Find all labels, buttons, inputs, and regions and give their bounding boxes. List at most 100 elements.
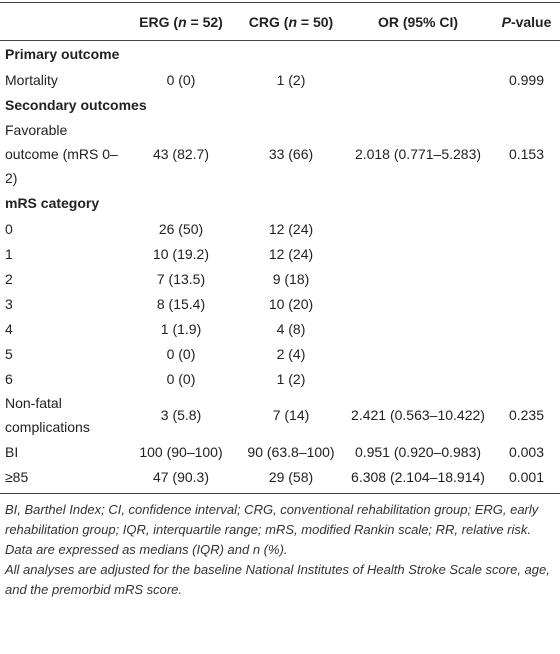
cell: 2.018 (0.771–5.283) bbox=[354, 146, 482, 162]
cell: 12 (24) bbox=[268, 245, 314, 262]
header-text: OR (95% CI) bbox=[377, 13, 459, 30]
table-row: ≥85 47 (90.3) 29 (58) 6.308 (2.104–18.914) 0… bbox=[0, 464, 560, 494]
footnote: BI, Barthel Index; CI, confidence interv… bbox=[5, 502, 539, 537]
row-label: 4 bbox=[5, 320, 13, 337]
header-text: CRG ( bbox=[248, 13, 289, 30]
cell: 3 (5.8) bbox=[160, 407, 202, 423]
row-label: Favorable outcome (mRS 0–2) bbox=[5, 122, 118, 186]
cell: 10 (20) bbox=[268, 295, 314, 312]
cell bbox=[343, 341, 493, 366]
cell: 100 (90–100) bbox=[139, 443, 223, 460]
cell: 0 (0) bbox=[166, 345, 196, 362]
cell bbox=[343, 316, 493, 341]
cell: 90 (63.8–100) bbox=[247, 443, 335, 460]
row-label: ≥85 bbox=[0, 464, 123, 494]
row-label: 3 bbox=[5, 295, 13, 312]
footnote: All analyses are adjusted for the baseli… bbox=[5, 562, 550, 597]
header-text: n bbox=[178, 13, 187, 30]
cell: 10 (19.2) bbox=[152, 245, 210, 262]
cell: 0.153 bbox=[508, 146, 545, 162]
table-row: Secondary outcomes bbox=[0, 92, 560, 118]
table-row: Favorable outcome (mRS 0–2) 43 (82.7) 33 (… bbox=[0, 118, 560, 190]
cell: 0.951 (0.920–0.983) bbox=[354, 443, 482, 460]
table-body: Primary outcome Mortality 0 (0) 1 (2) 0.999 S… bbox=[0, 41, 560, 494]
cell bbox=[343, 67, 493, 92]
header-text: = 52) bbox=[186, 13, 223, 30]
table-row: Non-fatal complications 3 (5.8) 7 (14) 2.42… bbox=[0, 391, 560, 439]
column-header: ERG (n = 52) bbox=[123, 2, 239, 41]
column-header: CRG (n = 50) bbox=[239, 2, 343, 41]
header-text: P bbox=[501, 13, 511, 30]
cell: 26 (50) bbox=[158, 220, 204, 237]
cell: 29 (58) bbox=[239, 464, 343, 494]
row-label: Non-fatal complications bbox=[5, 395, 90, 435]
cell: 43 (82.7) bbox=[152, 146, 210, 162]
row-label: 2 bbox=[5, 270, 13, 287]
table-row: mRS category bbox=[0, 190, 560, 216]
table-row: 0 26 (50) 12 (24) bbox=[0, 216, 560, 241]
cell: 0 (0) bbox=[166, 370, 196, 387]
row-label: BI bbox=[5, 443, 19, 460]
table-row: Primary outcome bbox=[0, 41, 560, 68]
cell bbox=[493, 216, 560, 241]
table-row: 4 1 (1.9) 4 (8) bbox=[0, 316, 560, 341]
cell: 33 (66) bbox=[268, 146, 314, 162]
table-row: Mortality 0 (0) 1 (2) 0.999 bbox=[0, 67, 560, 92]
cell bbox=[493, 266, 560, 291]
table-row: 6 0 (0) 1 (2) bbox=[0, 366, 560, 391]
column-header bbox=[0, 2, 123, 41]
cell bbox=[343, 216, 493, 241]
cell: 7 (13.5) bbox=[156, 270, 206, 287]
cell bbox=[493, 366, 560, 391]
cell: 0.003 bbox=[508, 443, 545, 460]
table-row: 5 0 (0) 2 (4) bbox=[0, 341, 560, 366]
row-label: 5 bbox=[5, 345, 13, 362]
header-text: ERG ( bbox=[139, 13, 179, 30]
cell bbox=[493, 291, 560, 316]
section-heading: Secondary outcomes bbox=[5, 97, 147, 113]
cell: 47 (90.3) bbox=[123, 464, 239, 494]
cell: 0.999 bbox=[508, 71, 545, 88]
table-row: 3 8 (15.4) 10 (20) bbox=[0, 291, 560, 316]
row-label: Mortality bbox=[5, 71, 58, 88]
data-table: ERG (n = 52) CRG (n = 50) OR (95% CI) P-val… bbox=[0, 2, 560, 494]
cell: 1 (2) bbox=[276, 370, 306, 387]
cell: 6.308 (2.104–18.914) bbox=[343, 464, 493, 494]
cell: 4 (8) bbox=[276, 320, 306, 337]
cell: 2.421 (0.563–10.422) bbox=[351, 407, 485, 423]
table-row: 1 10 (19.2) 12 (24) bbox=[0, 241, 560, 266]
cell: 9 (18) bbox=[272, 270, 310, 287]
cell: 7 (14) bbox=[272, 407, 310, 423]
header-text: = 50) bbox=[297, 13, 334, 30]
row-label: 0 bbox=[5, 220, 13, 237]
footnote: Data are expressed as medians (IQR) and … bbox=[5, 542, 288, 557]
column-header: OR (95% CI) bbox=[343, 2, 493, 41]
section-heading: Primary outcome bbox=[5, 46, 120, 62]
footnotes: BI, Barthel Index; CI, confidence interv… bbox=[0, 494, 560, 600]
cell bbox=[493, 341, 560, 366]
row-label: 6 bbox=[5, 370, 13, 387]
cell bbox=[343, 241, 493, 266]
cell: 0.235 bbox=[508, 407, 545, 423]
table-row: BI 100 (90–100) 90 (63.8–100) 0.951 (0.920–… bbox=[0, 439, 560, 464]
cell: 1 (1.9) bbox=[160, 320, 202, 337]
table-row: 2 7 (13.5) 9 (18) bbox=[0, 266, 560, 291]
cell: 0.001 bbox=[493, 464, 560, 494]
cell bbox=[493, 241, 560, 266]
cell: 1 (2) bbox=[276, 71, 306, 88]
cell bbox=[493, 316, 560, 341]
header-text: -value bbox=[510, 13, 552, 30]
cell: 8 (15.4) bbox=[156, 295, 206, 312]
cell: 0 (0) bbox=[166, 71, 196, 88]
cell: 2 (4) bbox=[276, 345, 306, 362]
cell bbox=[343, 291, 493, 316]
cell bbox=[343, 366, 493, 391]
header-text: n bbox=[288, 13, 298, 30]
row-label: 1 bbox=[5, 245, 13, 262]
column-header: P-value bbox=[493, 2, 560, 41]
header-row: ERG (n = 52) CRG (n = 50) OR (95% CI) P-val… bbox=[0, 2, 560, 41]
cell bbox=[343, 266, 493, 291]
cell: 12 (24) bbox=[268, 220, 314, 237]
section-heading: mRS category bbox=[5, 195, 100, 211]
